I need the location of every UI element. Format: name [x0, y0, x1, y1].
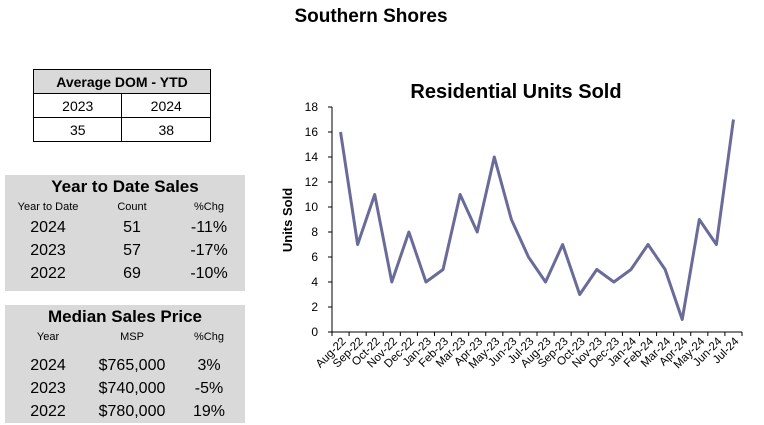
y-tick-label: 14 — [305, 150, 319, 164]
column-header: %Chg — [194, 331, 224, 343]
page-title: Southern Shores — [294, 6, 448, 27]
y-tick-label: 6 — [311, 250, 318, 264]
ytd-sales-title: Year to Date Sales — [51, 177, 199, 196]
change-cell: 19% — [192, 403, 226, 420]
ytd-sales-panel: Year to Date Sales Year to Date Count %C… — [5, 175, 245, 291]
column-header: Year — [36, 331, 60, 343]
dom-table-title: Average DOM - YTD — [33, 69, 211, 94]
count-cell: 57 — [123, 242, 141, 259]
column-header: Year to Date — [17, 201, 79, 213]
change-cell: -10% — [190, 265, 228, 282]
table-row: 2023 $740,000 -5% — [5, 377, 245, 400]
units-sold-chart: Residential Units Sold Units Sold 0 2 4 6 8 1… — [280, 81, 743, 371]
y-tick-label: 10 — [305, 200, 319, 214]
dom-year-cell: 2023 — [32, 93, 123, 118]
year-cell: 2024 — [30, 357, 66, 374]
y-axis-label: Units Sold — [280, 188, 295, 252]
year-cell: 2022 — [30, 265, 66, 282]
column-header: Count — [117, 201, 147, 213]
year-cell: 2022 — [30, 403, 66, 420]
dom-year-cell: 2024 — [121, 93, 211, 118]
median-price-panel: Median Sales Price Year MSP %Chg 2024 $7… — [5, 305, 245, 423]
y-tick-label: 8 — [311, 225, 318, 239]
y-tick-label: 12 — [305, 175, 319, 189]
msp-cell: $765,000 — [98, 357, 166, 374]
y-tick-label: 18 — [305, 100, 319, 114]
count-cell: 69 — [123, 265, 141, 282]
table-row: 2023 57 -17% — [5, 239, 245, 262]
msp-cell: $780,000 — [98, 403, 166, 420]
msp-cell: $740,000 — [98, 380, 166, 397]
dom-value-cell: 35 — [32, 117, 123, 142]
chart-title: Residential Units Sold — [410, 81, 621, 103]
table-row: 2024 $765,000 3% — [5, 354, 245, 377]
count-cell: 51 — [123, 219, 141, 236]
change-cell: -17% — [190, 242, 228, 259]
column-header: %Chg — [194, 201, 224, 213]
ytd-sales-header-row: Year to Date Count %Chg — [5, 199, 245, 216]
year-cell: 2023 — [30, 380, 66, 397]
table-row: 2024 51 -11% — [5, 216, 245, 239]
year-cell: 2023 — [30, 242, 66, 259]
change-cell: 3% — [197, 357, 221, 374]
year-cell: 2024 — [30, 219, 66, 236]
median-price-header-row: Year MSP %Chg — [5, 329, 245, 346]
y-tick-label: 4 — [311, 275, 318, 289]
y-tick-label: 16 — [305, 125, 319, 139]
median-price-title: Median Sales Price — [47, 307, 203, 326]
y-tick-label: 2 — [311, 300, 318, 314]
column-header: MSP — [120, 331, 144, 343]
table-row: 2022 $780,000 19% — [5, 400, 245, 423]
y-tick-label: 0 — [311, 325, 318, 339]
change-cell: -11% — [190, 219, 228, 236]
table-row: 2022 69 -10% — [5, 262, 245, 285]
dom-value-cell: 38 — [121, 117, 211, 142]
average-dom-table: Average DOM - YTD 2023 2024 35 38 — [32, 69, 211, 142]
series-line — [339, 119, 735, 321]
change-cell: -5% — [194, 380, 224, 397]
